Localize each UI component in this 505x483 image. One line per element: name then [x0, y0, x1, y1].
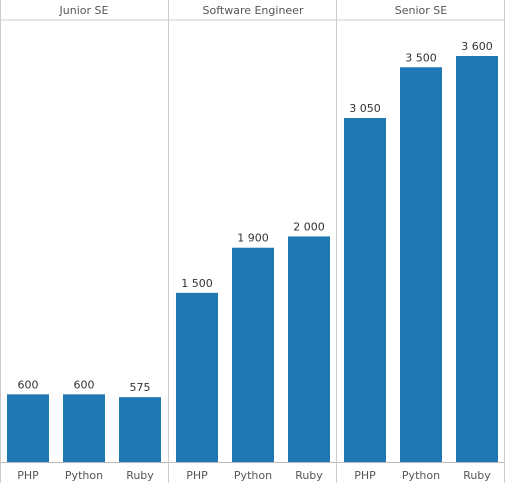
- value-label: 3 050: [349, 102, 381, 115]
- bar[interactable]: [456, 56, 498, 462]
- value-label: 600: [74, 378, 95, 391]
- x-tick-label: Ruby: [295, 469, 323, 482]
- value-label: 1 900: [237, 232, 269, 245]
- panel-title: Senior SE: [395, 4, 448, 17]
- bar[interactable]: [176, 292, 218, 462]
- chart-panels: Junior SE600PHP600Python575RubySoftware …: [7, 4, 498, 482]
- x-tick-label: Python: [402, 469, 440, 482]
- x-tick-label: PHP: [186, 469, 208, 482]
- panel-2: Senior SE 3 050 PHP 3 500 Python 3 600 Ruby: [344, 4, 498, 482]
- x-tick-label: PHP: [354, 469, 376, 482]
- value-label: 1 500: [181, 277, 213, 290]
- bar[interactable]: [400, 67, 442, 463]
- x-tick-label: Python: [65, 469, 103, 482]
- value-label: 3 500: [405, 51, 437, 64]
- panel-title: Software Engineer: [203, 4, 304, 17]
- panel-1: Software Engineer 1 500 PHP 1 900 Python 2 00…: [176, 4, 330, 482]
- value-label: 2 000: [293, 220, 325, 233]
- x-tick-label: Ruby: [463, 469, 491, 482]
- bar[interactable]: [344, 118, 386, 463]
- value-label: 3 600: [461, 40, 493, 53]
- value-label: 600: [18, 378, 39, 391]
- x-tick-label: Python: [234, 469, 272, 482]
- bar[interactable]: [288, 236, 330, 462]
- x-tick-label: PHP: [17, 469, 39, 482]
- value-label: 575: [130, 381, 151, 394]
- x-tick-label: Ruby: [126, 469, 154, 482]
- bar[interactable]: [63, 394, 105, 462]
- bar[interactable]: [232, 247, 274, 462]
- bar[interactable]: [7, 394, 49, 462]
- panel-0: Junior SE 600 PHP 600 Python 575 Ruby: [7, 4, 161, 482]
- bar[interactable]: [119, 397, 161, 462]
- panel-title: Junior SE: [59, 4, 109, 17]
